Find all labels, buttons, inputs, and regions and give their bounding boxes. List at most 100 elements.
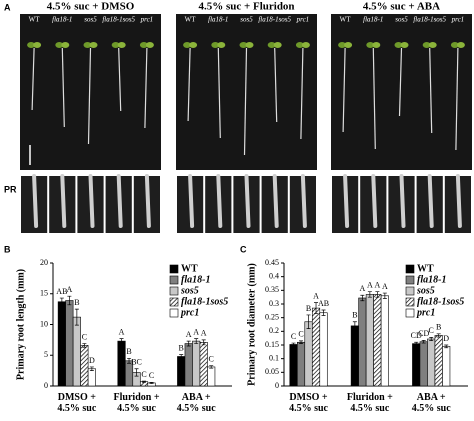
root <box>118 47 122 112</box>
cotyledon <box>117 42 126 48</box>
error-bar <box>89 366 94 371</box>
significance-letter: B <box>436 323 441 332</box>
legend-label: fla18-1sos5 <box>417 296 464 307</box>
cotyledon <box>394 42 403 48</box>
error-bar <box>67 295 72 306</box>
legend-swatch <box>405 297 415 307</box>
y-tick-label: 0.05 <box>265 367 279 376</box>
pr-root <box>244 174 251 228</box>
significance-letter: A <box>367 281 373 290</box>
y-tick-label: 0 <box>275 381 279 390</box>
bar <box>373 294 382 387</box>
pr-root <box>32 174 39 228</box>
root <box>455 47 459 151</box>
significance-letter: A <box>193 327 199 336</box>
bar <box>177 356 186 387</box>
significance-letter: BC <box>131 358 142 367</box>
significance-letter: A <box>66 285 72 294</box>
legend-swatch <box>405 264 415 274</box>
root <box>342 47 346 133</box>
pr-root <box>343 174 350 228</box>
root <box>300 47 304 140</box>
cotyledon <box>33 42 42 48</box>
genotype-label: WT <box>29 16 41 24</box>
root <box>144 47 148 129</box>
root <box>87 47 92 145</box>
legend-label: fla18-1 <box>181 274 210 285</box>
bar <box>296 341 306 387</box>
error-bar <box>149 381 154 384</box>
bar <box>427 338 436 387</box>
pr-root <box>60 174 67 228</box>
legend-swatch <box>169 275 179 285</box>
significance-letter: C <box>141 370 146 379</box>
bar <box>412 343 421 387</box>
cotyledon <box>239 42 248 48</box>
genotype-label: fla18-1sos5 <box>258 16 291 24</box>
root <box>187 47 191 122</box>
error-bar <box>119 338 124 344</box>
condition-title: 4.5% suc + ABA <box>363 1 440 13</box>
pr-root <box>144 174 151 228</box>
row-label: PR <box>4 184 17 194</box>
significance-letter: AB <box>318 299 329 308</box>
error-bar <box>291 342 296 347</box>
error-bar <box>360 294 365 302</box>
bar <box>380 295 389 387</box>
legend-label: fla18-1sos5 <box>181 296 228 307</box>
cotyledon <box>139 42 148 48</box>
significance-letter: D <box>89 356 95 365</box>
bar <box>358 297 367 387</box>
bar <box>117 340 126 387</box>
bar <box>365 294 374 387</box>
bar <box>442 346 451 387</box>
legend-label: prc1 <box>180 307 199 318</box>
panel-label: B <box>4 244 11 254</box>
significance-letter: B <box>74 298 79 307</box>
significance-letter: A <box>201 329 207 338</box>
significance-letter: A <box>119 327 125 336</box>
pr-root <box>455 174 462 228</box>
pr-root <box>216 174 223 228</box>
cotyledon <box>450 42 459 48</box>
genotype-label: prc1 <box>451 16 465 24</box>
bar <box>207 366 216 387</box>
error-bar <box>209 365 214 369</box>
legend-swatch <box>405 308 415 318</box>
legend-label: WT <box>417 263 434 274</box>
error-bar <box>74 308 79 326</box>
condition-title: 4.5% suc + DMSO <box>47 1 135 13</box>
genotype-label: fla18-1sos5 <box>413 16 446 24</box>
cotyledon <box>217 42 226 48</box>
y-tick-label: 0.25 <box>265 312 279 321</box>
y-axis-label: Primary root diameter (mm) <box>246 263 257 386</box>
error-bar <box>142 380 147 383</box>
cotyledon <box>83 42 92 48</box>
cotyledon <box>428 42 437 48</box>
significance-letter: B <box>352 311 357 320</box>
cotyledon <box>301 42 310 48</box>
genotype-label: WT <box>185 16 197 24</box>
bar <box>184 343 193 387</box>
cotyledon <box>27 42 36 48</box>
legend-label: sos5 <box>416 285 435 296</box>
legend-swatch <box>169 308 179 318</box>
significance-letter: CD <box>418 329 429 338</box>
condition-title: 4.5% suc + Fluridon <box>198 1 294 13</box>
bar <box>311 307 321 387</box>
cotyledon <box>273 42 282 48</box>
bar <box>434 335 443 387</box>
bar <box>87 368 96 387</box>
y-tick-label: 5 <box>44 350 48 359</box>
photo <box>176 14 317 170</box>
significance-letter: C <box>149 371 154 380</box>
significance-letter: A <box>313 291 319 300</box>
x-tick-label: Fluridon + 4.5% suc <box>113 392 160 414</box>
error-bar <box>352 321 357 331</box>
cotyledon <box>89 42 98 48</box>
error-bar <box>82 343 87 348</box>
cotyledon <box>338 42 347 48</box>
root <box>372 47 376 150</box>
legend-swatch <box>169 264 179 274</box>
error-bar <box>127 357 132 364</box>
